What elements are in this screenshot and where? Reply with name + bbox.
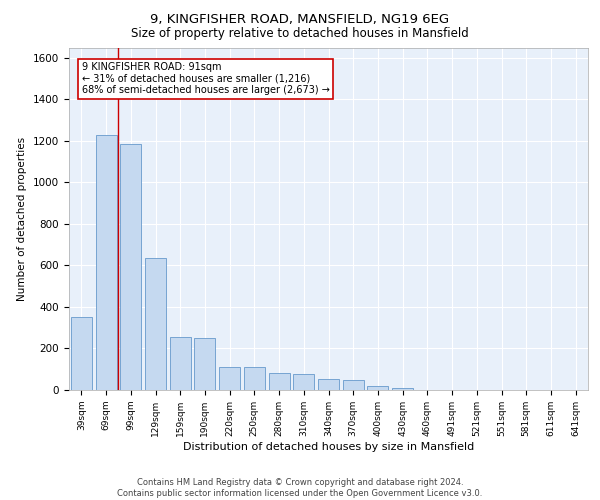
Bar <box>367 386 388 390</box>
Bar <box>343 380 364 390</box>
Bar <box>71 318 92 390</box>
Bar <box>145 258 166 390</box>
Text: Size of property relative to detached houses in Mansfield: Size of property relative to detached ho… <box>131 28 469 40</box>
Bar <box>170 337 191 390</box>
Bar <box>244 367 265 390</box>
Text: Contains HM Land Registry data © Crown copyright and database right 2024.
Contai: Contains HM Land Registry data © Crown c… <box>118 478 482 498</box>
Text: 9, KINGFISHER ROAD, MANSFIELD, NG19 6EG: 9, KINGFISHER ROAD, MANSFIELD, NG19 6EG <box>151 12 449 26</box>
Text: 9 KINGFISHER ROAD: 91sqm
← 31% of detached houses are smaller (1,216)
68% of sem: 9 KINGFISHER ROAD: 91sqm ← 31% of detach… <box>82 62 330 95</box>
Text: Distribution of detached houses by size in Mansfield: Distribution of detached houses by size … <box>183 442 475 452</box>
Bar <box>219 367 240 390</box>
Bar <box>318 378 339 390</box>
Bar <box>293 374 314 390</box>
Y-axis label: Number of detached properties: Number of detached properties <box>17 136 28 301</box>
Bar <box>120 144 141 390</box>
Bar <box>194 338 215 390</box>
Bar <box>95 134 116 390</box>
Bar <box>392 388 413 390</box>
Bar <box>269 374 290 390</box>
